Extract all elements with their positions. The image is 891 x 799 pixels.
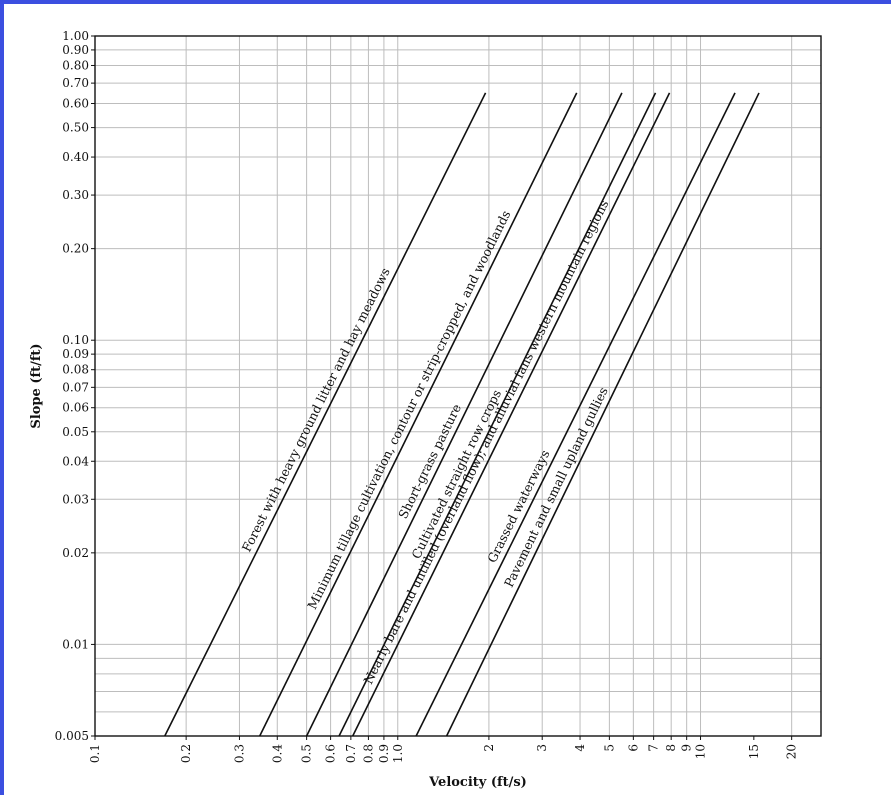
x-tick-label: 10 (694, 744, 708, 759)
x-tick-label: 1.0 (391, 744, 405, 763)
series-line-1 (164, 92, 487, 737)
series-line-6 (415, 92, 736, 737)
x-tick-label: 0.8 (361, 744, 375, 763)
x-tick-label: 0.2 (179, 744, 193, 763)
y-tick-label: 0.01 (62, 637, 89, 651)
x-tick-label: 6 (626, 744, 640, 752)
series-line-2 (259, 92, 578, 737)
x-tick-label: 4 (573, 744, 587, 752)
grid (94, 35, 821, 737)
velocity-slope-chart: 0.005 0.01 0.02 0.03 0.04 0.05 0.06 0.07 0.08 0.0… (29, 29, 822, 790)
series-line-4 (338, 92, 657, 737)
y-tick-label: 0.80 (62, 58, 89, 72)
y-tick-label: 0.10 (62, 333, 89, 347)
y-tick-label: 0.50 (62, 121, 89, 135)
y-tick-label: 0.90 (62, 43, 89, 57)
y-tick-label: 0.05 (62, 425, 89, 439)
x-tick-label: 0.6 (324, 744, 338, 763)
y-tick-label: 0.06 (62, 401, 89, 415)
x-tick-label: 15 (747, 744, 761, 759)
x-tick-label: 0.1 (88, 744, 102, 763)
x-tick-label: 3 (535, 744, 549, 752)
y-tick-label: 0.09 (62, 347, 89, 361)
y-tick-label: 0.20 (62, 242, 89, 256)
x-axis-title: Velocity (ft/s) (428, 775, 527, 790)
y-tick-label: 1.00 (62, 29, 89, 43)
series-label-1: Forest with heavy ground litter and hay … (239, 265, 393, 554)
x-tick-label: 9 (680, 744, 694, 752)
series-labels: Forest with heavy ground litter and hay … (239, 197, 612, 686)
y-tick-label: 0.60 (62, 96, 89, 110)
y-tick-label: 0.07 (62, 380, 89, 394)
x-tick-label: 20 (785, 744, 799, 759)
x-tick-label: 0.7 (344, 744, 358, 763)
y-tick-label: 0.02 (62, 546, 89, 560)
y-axis-title: Slope (ft/ft) (29, 343, 44, 428)
series-line-7 (445, 92, 760, 737)
y-tick-label: 0.08 (62, 363, 89, 377)
series-label-7: Pavement and small upland gullies (501, 385, 611, 590)
series-line-5 (352, 92, 671, 737)
x-tick-label: 5 (602, 744, 616, 752)
y-tick-label: 0.70 (62, 76, 89, 90)
x-tick-label: 0.4 (270, 744, 284, 763)
x-tick-label: 2 (482, 744, 496, 752)
y-tick-label: 0.30 (62, 188, 89, 202)
series-line-3 (305, 92, 623, 737)
y-tick-label: 0.40 (62, 150, 89, 164)
series-lines (164, 92, 760, 737)
y-tick-label: 0.04 (62, 454, 89, 468)
x-tick-label: 0.5 (300, 744, 314, 763)
x-tick-label: 8 (664, 744, 678, 752)
x-tick-label: 7 (647, 744, 661, 752)
y-tick-label: 0.005 (55, 729, 89, 743)
plot-border (94, 35, 822, 737)
y-tick-label: 0.03 (62, 492, 89, 506)
x-tick-label: 0.9 (377, 744, 391, 763)
x-tick-label: 0.3 (232, 744, 246, 763)
axes: 0.005 0.01 0.02 0.03 0.04 0.05 0.06 0.07 0.08 0.0… (55, 29, 822, 763)
